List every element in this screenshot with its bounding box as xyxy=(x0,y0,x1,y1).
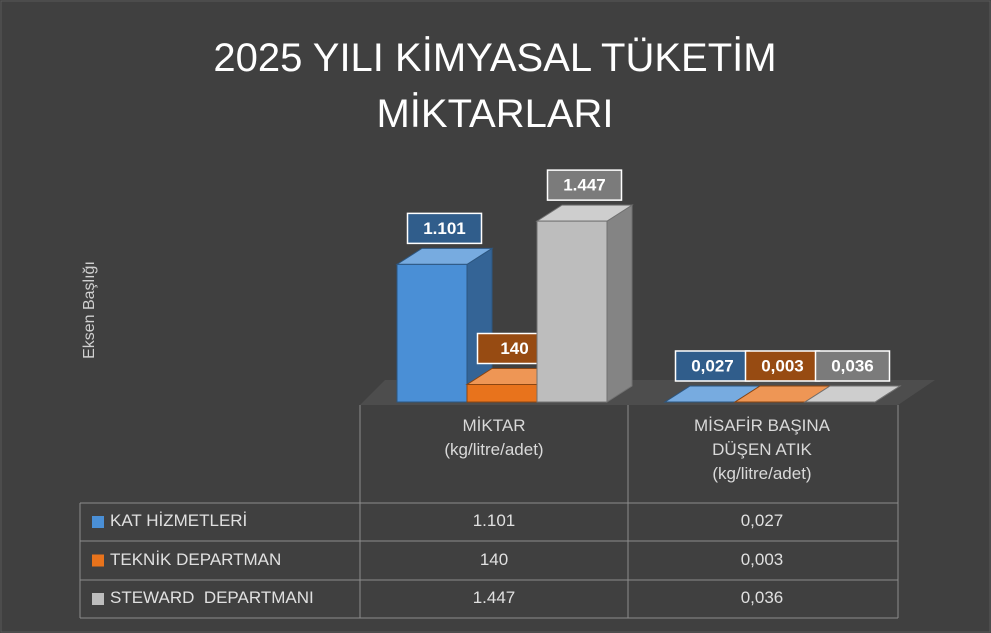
category-label: MİKTAR (kg/litre/adet) xyxy=(444,416,544,459)
data-label-box xyxy=(814,350,891,382)
data-label: 0,003 xyxy=(761,356,804,375)
data-label-box xyxy=(406,212,483,245)
data-label-box xyxy=(674,350,751,382)
table-cell: 0,027 xyxy=(740,511,784,530)
data-table-lines xyxy=(79,405,899,619)
category-label: MİSAFİR BAŞINA DÜŞEN ATIK (kg/litre/adet… xyxy=(693,416,831,483)
data-label: 0,027 xyxy=(691,356,734,375)
bar-side xyxy=(606,204,633,403)
bar xyxy=(535,204,634,403)
table-cell: 0,036 xyxy=(740,588,784,607)
chart-title: 2025 YILI KİMYASAL TÜKETİM MİKTARLARI xyxy=(213,36,777,136)
legend-swatch xyxy=(92,554,104,567)
bar-front xyxy=(466,384,538,403)
data-label: 140 xyxy=(500,339,528,358)
data-label-box xyxy=(546,169,623,201)
data-label: 1.101 xyxy=(423,219,466,238)
bar-front xyxy=(396,263,468,403)
bar-front xyxy=(536,220,608,403)
data-label: 1.447 xyxy=(563,176,606,195)
table-cell: 1.447 xyxy=(472,588,516,607)
legend-swatch xyxy=(92,593,104,605)
table-cell: 140 xyxy=(479,549,509,569)
data-label-box xyxy=(744,350,821,382)
legend-swatch xyxy=(92,516,104,528)
bar xyxy=(803,385,902,403)
table-cell: 1.101 xyxy=(472,511,516,530)
data-label: 0,036 xyxy=(831,356,874,375)
legend-label: TEKNİK DEPARTMAN xyxy=(110,549,282,569)
legend-label: KAT HİZMETLERİ xyxy=(110,511,248,530)
legend-label: STEWARD DEPARTMANI xyxy=(110,588,314,607)
y-axis-label: Eksen Başlığı xyxy=(81,261,98,359)
table-cell: 0,003 xyxy=(740,549,784,569)
